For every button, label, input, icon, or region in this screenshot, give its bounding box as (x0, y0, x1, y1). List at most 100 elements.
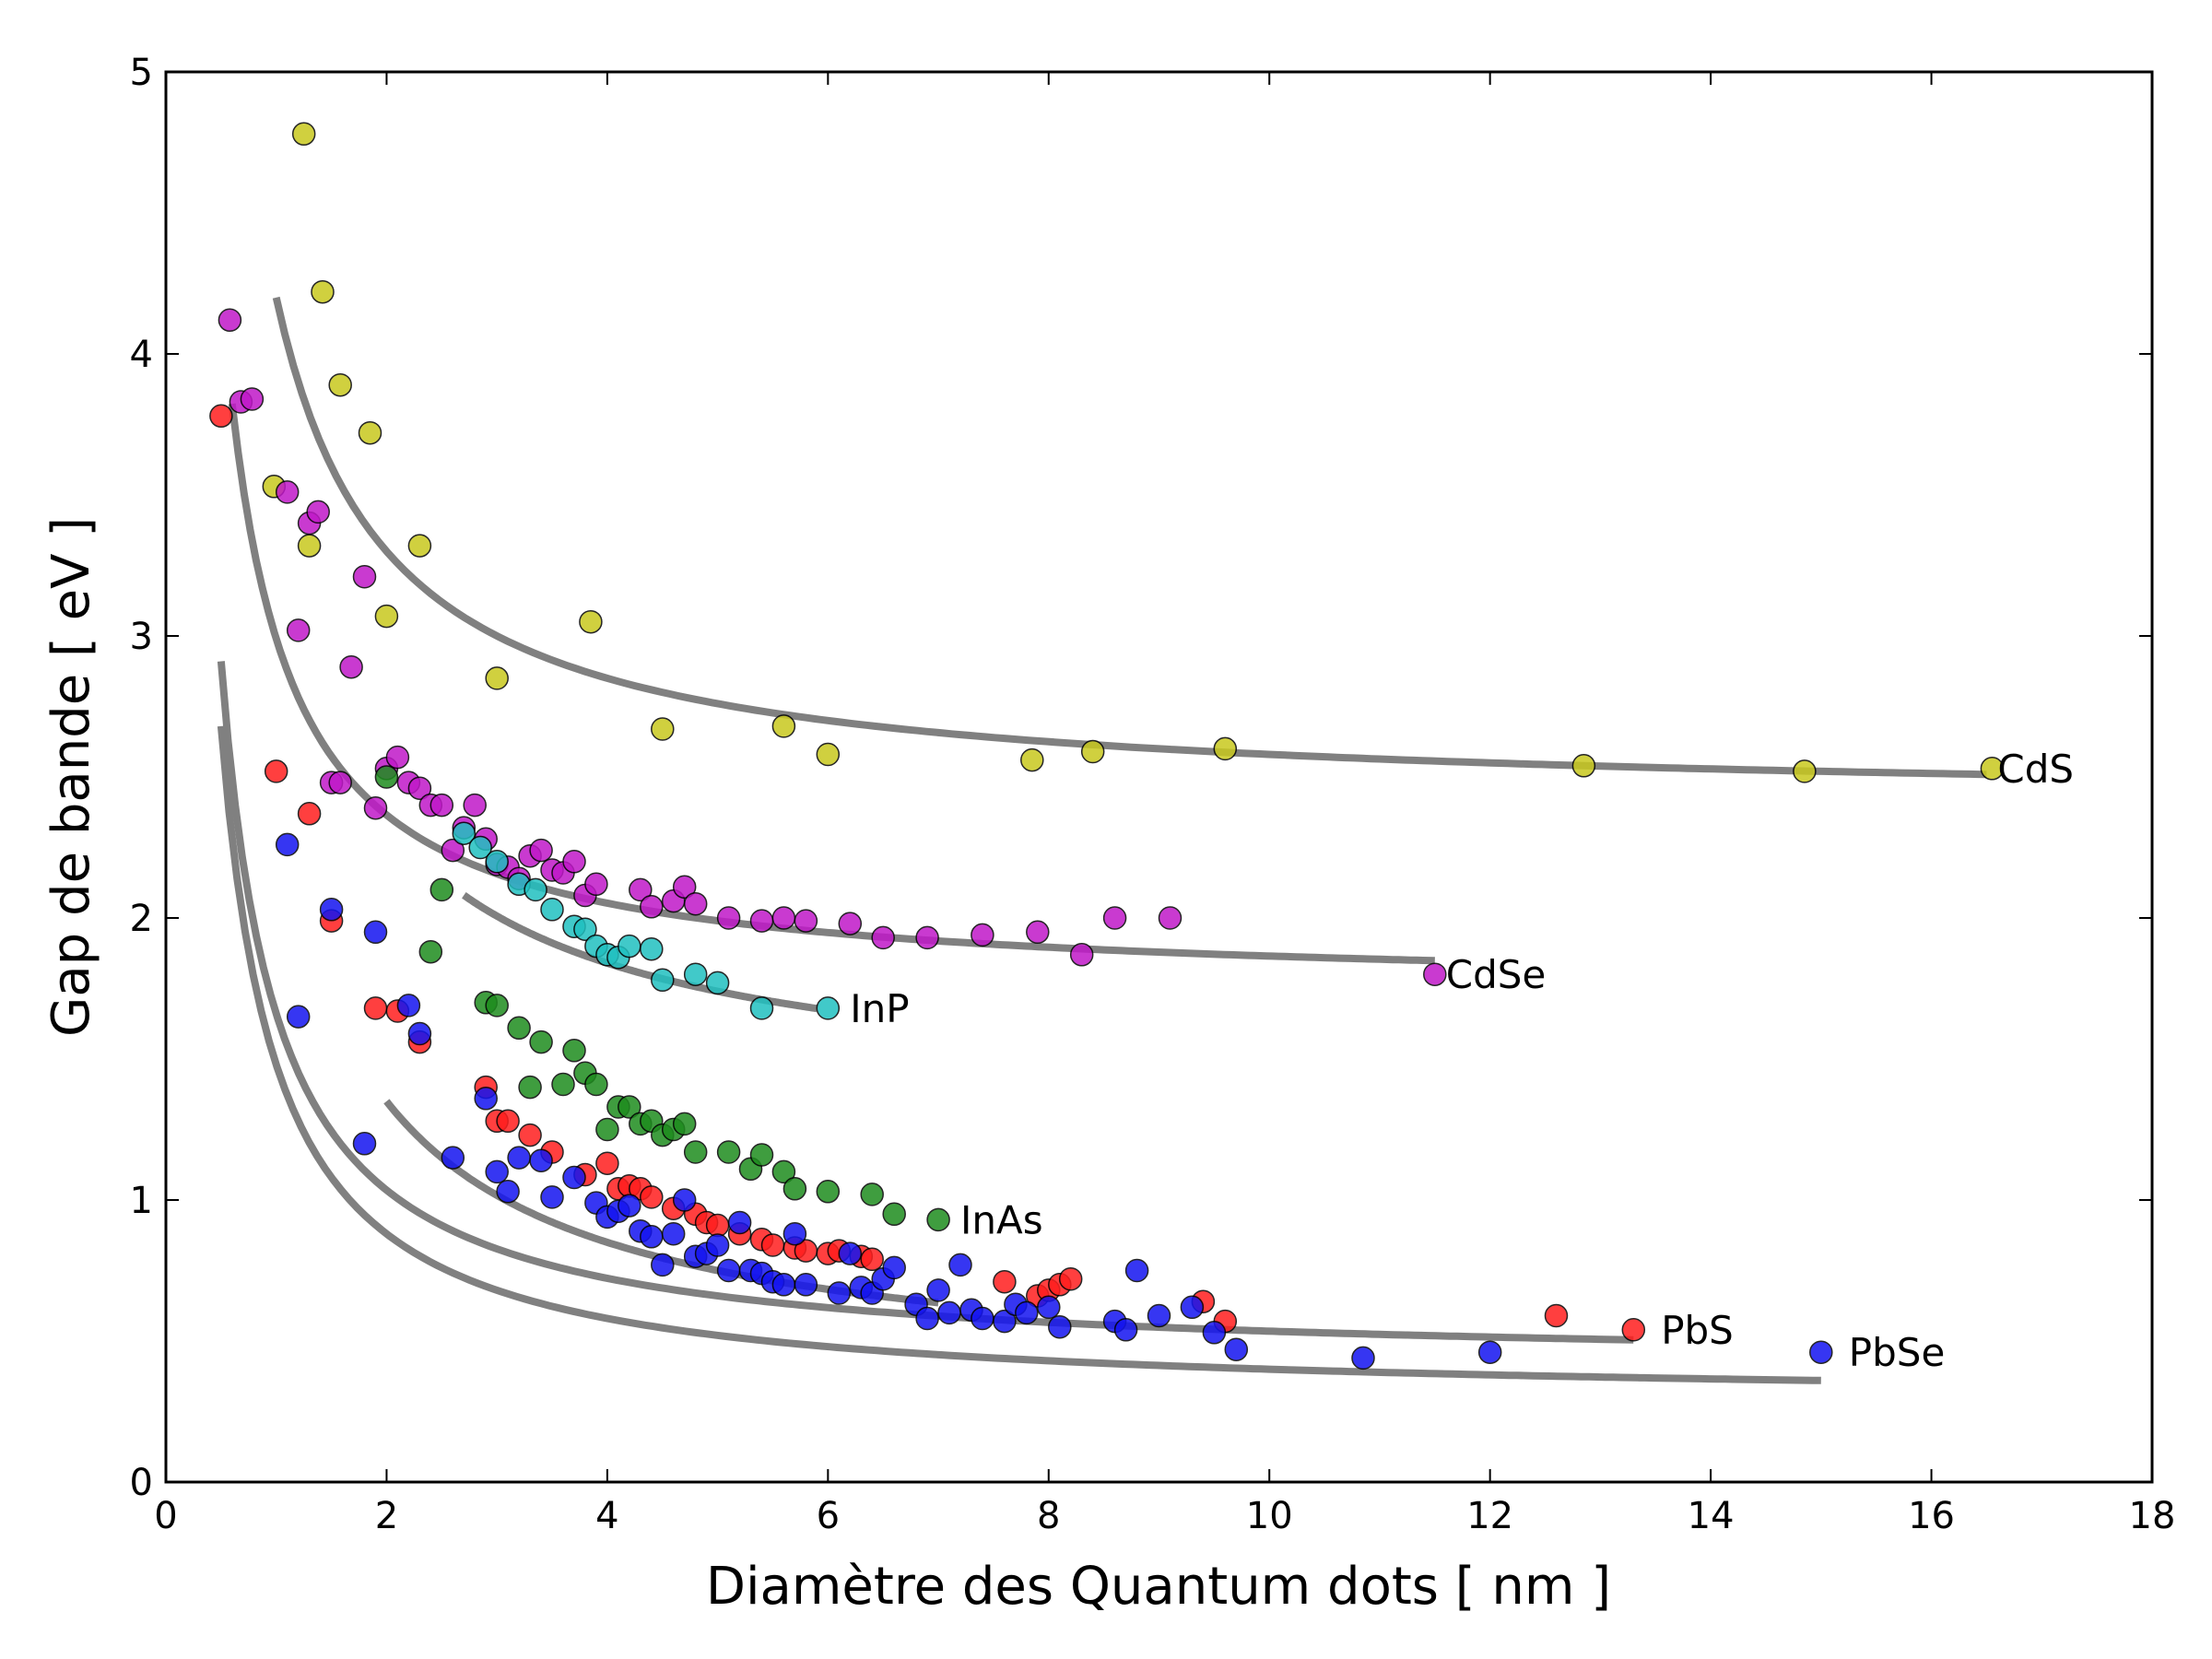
data-point-cdse (585, 873, 607, 895)
data-point-pbse (927, 1279, 949, 1301)
data-point-cds (312, 281, 334, 303)
data-point-cds (1794, 760, 1816, 782)
data-point-pbse (938, 1301, 960, 1324)
data-point-pbse (1225, 1338, 1247, 1360)
data-point-inp (641, 938, 663, 960)
data-point-inp (541, 899, 563, 921)
data-point-inas (519, 1077, 541, 1099)
data-point-inas (685, 1141, 707, 1163)
data-point-pbse (1352, 1347, 1374, 1369)
data-point-pbse (674, 1189, 696, 1211)
data-point-inp (817, 997, 839, 1019)
data-point-pbs (365, 997, 387, 1019)
x-tick-label: 4 (595, 1495, 618, 1537)
data-point-cds (408, 535, 430, 557)
data-point-cds (1021, 749, 1043, 771)
data-point-pbse (321, 899, 343, 921)
series-label-inas: InAs (960, 1197, 1043, 1242)
data-point-pbs (994, 1271, 1016, 1293)
data-point-cdse (839, 912, 861, 935)
series-label-cds: CdS (1997, 747, 2074, 792)
data-point-pbse (1181, 1296, 1203, 1318)
data-point-inp (652, 969, 674, 991)
data-point-pbs (519, 1124, 541, 1147)
data-point-cdse (276, 481, 299, 503)
data-point-inas (783, 1178, 806, 1200)
data-point-cdse (288, 619, 310, 641)
data-point-pbs (299, 803, 321, 825)
data-point-pbse (497, 1181, 519, 1203)
data-point-cdse (794, 910, 817, 932)
y-tick-label: 1 (130, 1180, 153, 1222)
data-point-inas (419, 941, 441, 963)
data-point-cds (1214, 737, 1236, 759)
data-point-pbse (288, 1006, 310, 1028)
x-tick-label: 18 (2129, 1495, 2176, 1537)
data-point-inas (530, 1031, 552, 1053)
data-point-pbse (707, 1234, 729, 1256)
data-point-pbse (365, 921, 387, 943)
data-point-cdse (1071, 944, 1093, 966)
data-point-cds (1082, 741, 1104, 763)
data-point-pbse (783, 1223, 806, 1245)
data-point-inas (817, 1181, 839, 1203)
data-point-cdse (1424, 963, 1446, 985)
data-point-pbs (210, 405, 232, 427)
data-point-pbs (1546, 1305, 1568, 1327)
x-tick-label: 2 (375, 1495, 398, 1537)
x-tick-label: 12 (1466, 1495, 1513, 1537)
data-point-cdse (430, 794, 453, 817)
data-point-pbse (652, 1253, 674, 1276)
data-point-pbse (475, 1088, 497, 1110)
data-point-cdse (916, 926, 938, 948)
data-point-cdse (386, 747, 408, 769)
data-point-cds (375, 606, 397, 628)
data-point-pbse (276, 833, 299, 855)
data-point-inp (751, 997, 773, 1019)
data-point-cdse (530, 840, 552, 862)
x-tick-label: 16 (1908, 1495, 1955, 1537)
data-point-pbse (1148, 1305, 1171, 1327)
data-point-cdse (365, 797, 387, 819)
data-point-inas (508, 1017, 530, 1039)
data-point-pbs (762, 1234, 784, 1256)
data-point-cdse (307, 500, 329, 523)
data-point-pbse (508, 1147, 530, 1169)
data-point-cdse (1104, 907, 1126, 929)
data-point-cds (772, 715, 794, 737)
data-point-cds (329, 374, 351, 396)
series-label-inp: InP (850, 986, 909, 1031)
series-label-pbse: PbSe (1849, 1330, 1946, 1375)
data-point-cdse (241, 388, 263, 410)
data-point-pbse (1115, 1319, 1137, 1341)
data-point-cdse (340, 656, 362, 678)
data-point-inas (585, 1074, 607, 1096)
data-point-cds (486, 667, 508, 689)
data-point-pbse (486, 1160, 508, 1182)
data-point-inp (486, 851, 508, 873)
data-point-pbse (1049, 1316, 1071, 1338)
data-point-pbse (1038, 1296, 1060, 1318)
data-point-cdse (718, 907, 740, 929)
y-axis-title: Gap de bande [ eV ] (41, 517, 101, 1037)
data-point-pbs (641, 1186, 663, 1208)
data-point-inas (596, 1119, 618, 1141)
data-point-pbse (663, 1223, 685, 1245)
data-point-cdse (329, 771, 351, 794)
y-tick-label: 0 (130, 1462, 153, 1504)
data-point-cdse (772, 907, 794, 929)
data-point-cdse (464, 794, 486, 817)
data-point-pbse (839, 1242, 861, 1265)
x-tick-label: 0 (154, 1495, 177, 1537)
data-point-pbse (397, 994, 419, 1017)
data-point-pbse (618, 1194, 641, 1217)
data-point-inp (707, 971, 729, 994)
data-point-pbse (772, 1274, 794, 1296)
data-point-cdse (971, 924, 994, 946)
data-point-pbse (563, 1167, 585, 1189)
data-point-pbse (441, 1147, 464, 1169)
data-point-pbse (354, 1133, 376, 1155)
data-point-pbse (1810, 1341, 1832, 1363)
data-point-inas (927, 1208, 949, 1230)
